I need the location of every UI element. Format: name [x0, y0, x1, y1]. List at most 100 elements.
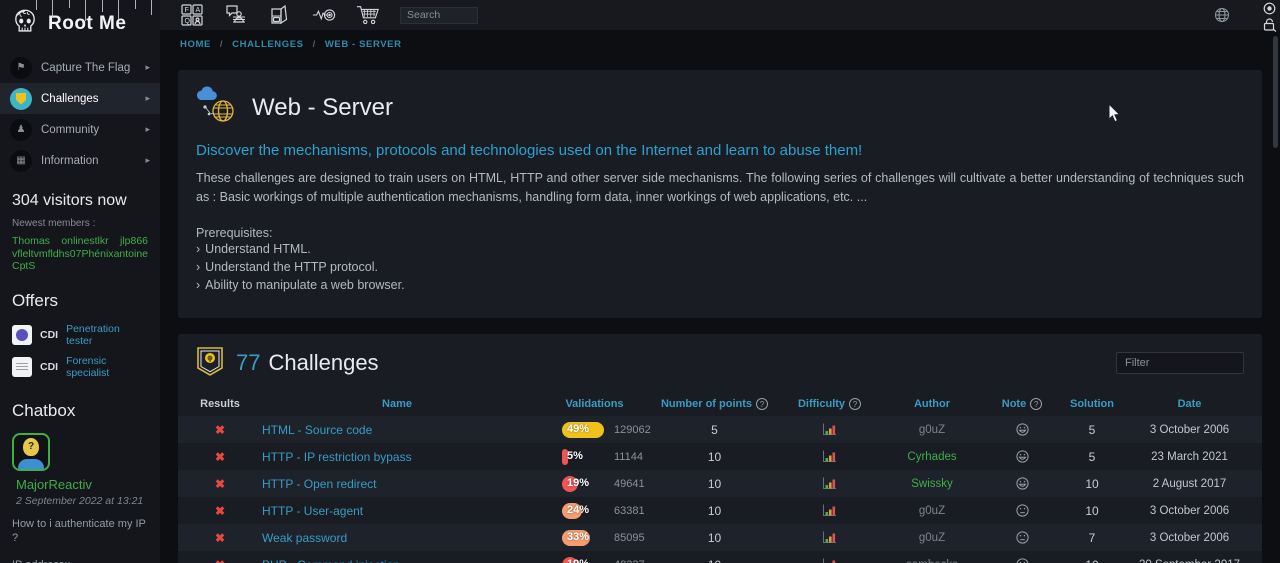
challenge-name-link[interactable]: HTTP - Open redirect — [262, 476, 377, 491]
solution-count: 10 — [1085, 503, 1099, 518]
solution-count: 5 — [1088, 449, 1096, 464]
chevron-right-icon: ▸ — [145, 124, 150, 134]
member-link[interactable]: Phénix — [81, 247, 114, 260]
column-header[interactable]: Validations — [565, 398, 624, 411]
avatar-shoulders — [18, 458, 44, 469]
author-link[interactable]: Cyrhades — [907, 450, 957, 463]
challenge-name-link[interactable]: PHP - Command injection — [262, 558, 532, 563]
chevron-bullet: › — [196, 259, 201, 274]
column-header[interactable]: Name — [382, 398, 412, 411]
sidebar: Root Me ⚑ Capture The Flag ▸ Challenges … — [0, 0, 160, 563]
sidebar-menu-label: Community — [41, 123, 100, 136]
member-link[interactable]: onlinestlkr — [61, 235, 109, 247]
author-link[interactable]: Swissky — [911, 477, 953, 490]
challenge-date: 20 September 2017 — [1117, 559, 1262, 563]
chat-message-line: IP address:: — [0, 558, 160, 563]
column-header[interactable]: Note? — [977, 398, 1067, 411]
lock-icon[interactable] — [1262, 17, 1277, 37]
validation-count: 129062 — [614, 423, 651, 436]
help-icon[interactable]: ? — [1030, 398, 1043, 411]
sidebar-menu-item[interactable]: ⚑ Capture The Flag ▸ — [0, 52, 160, 83]
avatar-face: ? — [23, 437, 39, 456]
record-icon[interactable] — [1263, 2, 1276, 20]
search-input[interactable] — [400, 6, 478, 24]
help-icon[interactable]: ? — [756, 398, 769, 411]
challenge-name-link[interactable]: HTML - Source code — [262, 422, 373, 437]
breadcrumb: HOME / CHALLENGES / WEB - SERVER — [160, 30, 1280, 58]
challenge-name-link[interactable]: Weak password — [262, 530, 348, 545]
activity-icon[interactable] — [312, 3, 336, 27]
offer-title-link[interactable]: Penetration tester — [66, 322, 120, 347]
offer-item[interactable]: CDI Penetration tester — [0, 319, 160, 351]
solution-count: 7 — [1088, 530, 1096, 545]
solution-count: 10 — [1067, 558, 1117, 563]
member-link[interactable]: antoine — [113, 247, 149, 260]
member-link[interactable]: jlp866 — [119, 235, 148, 247]
chat-timestamp: 2 September 2022 at 13:21 — [16, 494, 144, 507]
scrollbar-thumb[interactable] — [1273, 36, 1278, 148]
avatar[interactable]: ? — [12, 432, 50, 471]
faq-icon[interactable]: F A Q — [180, 3, 204, 27]
challenge-name-link[interactable]: HTTP - IP restriction bypass — [262, 449, 412, 464]
not-validated-icon: ✖ — [214, 422, 226, 437]
chat-username[interactable]: MajorReactiv — [16, 476, 92, 492]
breadcrumb-item[interactable]: WEB - SERVER — [324, 38, 402, 50]
breadcrumb-item[interactable]: CHALLENGES — [232, 38, 304, 50]
main-area: F A Q — [160, 0, 1280, 563]
sidebar-menu: ⚑ Capture The Flag ▸ Challenges ▸ ♟ Comm… — [0, 52, 160, 176]
chevron-bullet: › — [196, 241, 201, 256]
breadcrumb-item[interactable]: HOME — [180, 38, 211, 50]
author-link: sambecks — [887, 559, 977, 563]
challenge-name-link[interactable]: HTTP - User-agent — [262, 503, 364, 518]
validations-cell: 24% 63381 — [532, 502, 657, 519]
column-header[interactable]: Results — [200, 398, 240, 411]
sidebar-menu-item[interactable]: ♟ Community ▸ — [0, 114, 160, 145]
logo-text: Root Me — [48, 13, 127, 34]
difficulty-bars-icon — [772, 504, 887, 517]
prerequisites-label: Prerequisites: — [196, 225, 273, 240]
sidebar-menu-item[interactable]: Challenges ▸ — [0, 83, 160, 114]
svg-text:F: F — [185, 7, 189, 14]
chat-message-block: IP address::REDACTEDis not authorized to… — [0, 558, 160, 563]
logo[interactable]: Root Me — [0, 0, 160, 44]
offer-logo-icon — [12, 324, 32, 345]
not-validated-icon: ✖ — [214, 476, 226, 491]
docs-icon[interactable] — [268, 3, 292, 27]
column-header[interactable]: Author — [913, 398, 951, 411]
challenge-count-label: Challenges — [268, 350, 379, 376]
newest-members-list: Thomas onlinestlkr jlp866 vfleltvmfldhs07 Ph… — [0, 235, 160, 273]
member-link[interactable]: Thomas — [12, 235, 50, 247]
offer-item[interactable]: CDI Forensic specialist — [0, 351, 160, 383]
offer-logo-icon — [12, 356, 32, 377]
note-emoji-icon — [977, 557, 1067, 563]
globe-icon[interactable] — [1210, 3, 1234, 27]
validation-percent-badge: 5% — [562, 448, 606, 465]
table-row: ✖ HTTP - User-agent 24% 63381 10 g0uZ 10… — [178, 497, 1262, 524]
sidebar-menu-label: Capture The Flag — [41, 61, 131, 74]
cart-icon[interactable] — [356, 3, 380, 27]
offer-title-link[interactable]: Forensic specialist — [66, 354, 110, 379]
member-link[interactable]: vfleltvmfldhs07 — [12, 247, 82, 260]
validation-count: 85095 — [614, 531, 645, 544]
points-value: 10 — [657, 558, 772, 563]
column-header[interactable]: Date — [1177, 398, 1202, 411]
help-icon[interactable]: ? — [849, 398, 862, 411]
author-link: g0uZ — [918, 531, 946, 544]
note-emoji-icon — [977, 449, 1067, 464]
validation-percent-badge: 24% — [562, 502, 606, 519]
validation-count: 63381 — [614, 504, 645, 517]
sidebar-menu-item[interactable]: ▦ Information ▸ — [0, 145, 160, 176]
column-header[interactable]: Difficulty? — [772, 398, 887, 411]
topbar: F A Q — [160, 0, 1280, 30]
table-row: ✖ HTTP - IP restriction bypass 5% 11144 … — [178, 443, 1262, 470]
solution-count: 10 — [1085, 476, 1099, 491]
chat-message: How to i authenticate my IP ? — [12, 517, 146, 544]
filter-input[interactable] — [1116, 352, 1244, 375]
member-link[interactable]: CptS — [12, 260, 36, 272]
column-header[interactable]: Solution — [1070, 398, 1114, 411]
difficulty-bars-icon — [772, 531, 887, 544]
forum-icon[interactable] — [224, 3, 248, 27]
shield-icon — [10, 87, 32, 110]
difficulty-bars-icon — [772, 450, 887, 463]
column-header[interactable]: Number of points? — [657, 398, 772, 411]
